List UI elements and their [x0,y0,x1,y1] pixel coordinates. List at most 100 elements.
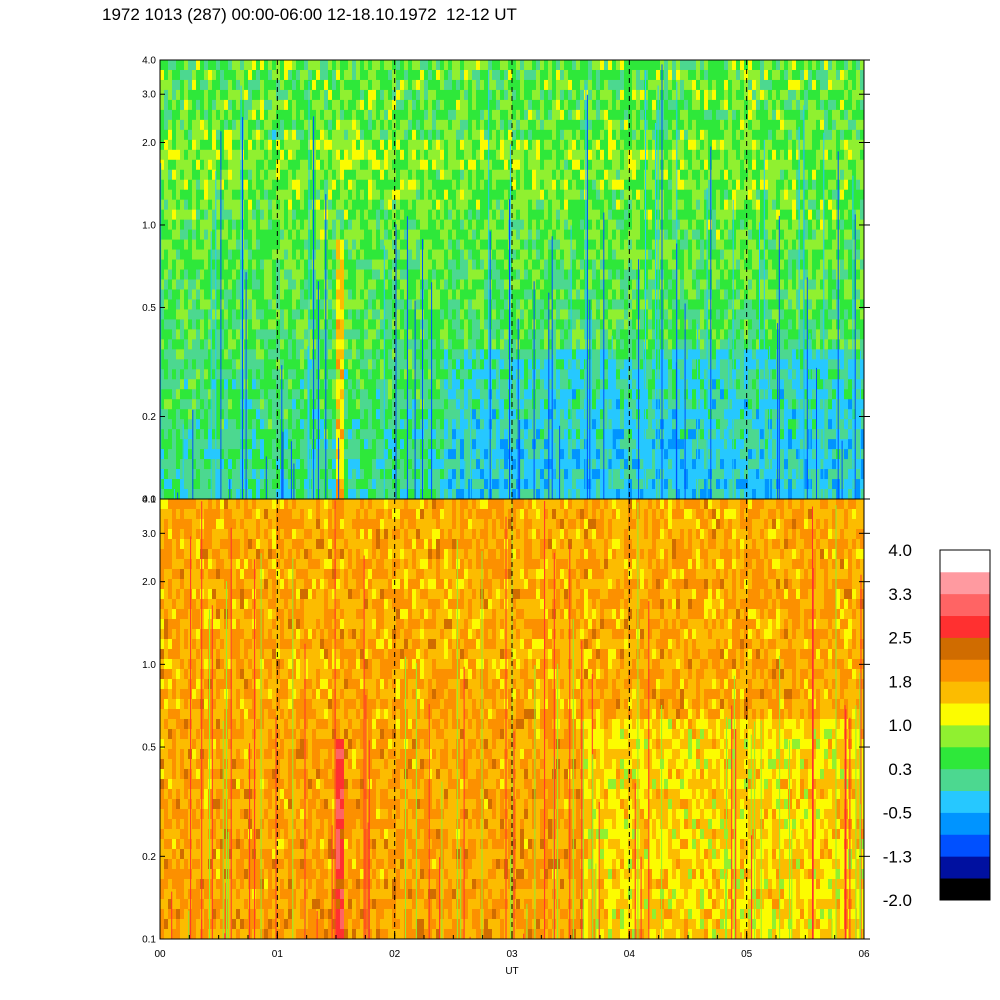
heatmap-cell [428,89,432,101]
heatmap-cell [268,189,272,201]
heatmap-cell [484,339,488,350]
heatmap-cell [372,339,376,350]
heatmap-cell [452,69,456,81]
heatmap-cell [552,89,556,101]
heatmap-cell [548,269,552,281]
heatmap-cell [252,259,256,271]
heatmap-cell [536,279,540,291]
heatmap-cell [608,169,612,181]
heatmap-cell [452,289,456,301]
heatmap-cell [468,469,472,480]
heatmap-cell [608,209,612,221]
heatmap-cell [428,389,432,400]
heatmap-cell [480,349,484,360]
heatmap-cell [308,449,312,460]
heatmap-cell [356,189,360,201]
heatmap-cell [428,219,432,231]
heatmap-cell [544,349,548,360]
heatmap-cell [548,149,552,161]
heatmap-cell [260,279,264,291]
heatmap-cell [408,419,412,430]
heatmap-cell [472,419,476,430]
heatmap-cell [572,79,576,91]
heatmap-cell [356,60,360,71]
heatmap-cell [288,129,292,141]
heatmap-cell [508,129,512,141]
heatmap-cell [180,279,184,291]
heatmap-cell [500,399,504,410]
heatmap-cell [356,389,360,400]
heatmap-cell [404,139,408,151]
heatmap-cell [216,289,220,301]
heatmap-cell [404,419,408,430]
heatmap-cell [324,169,328,181]
heatmap-cell [596,399,600,410]
heatmap-cell [172,429,176,440]
heatmap-cell [560,339,564,350]
heatmap-cell [516,79,520,91]
heatmap-cell [400,129,404,141]
heatmap-cell [528,379,532,390]
heatmap-cell [164,229,168,241]
heatmap-cell [316,149,320,161]
heatmap-cell [364,419,368,430]
heatmap-cell [464,109,468,121]
heatmap-cell [412,249,416,261]
heatmap-cell [588,279,592,291]
heatmap-cell [332,119,336,131]
heatmap-cell [604,329,608,340]
heatmap-cell [580,239,584,251]
heatmap-cell [264,409,268,420]
heatmap-cell [400,329,404,340]
heatmap-cell [568,279,572,291]
heatmap-cell [380,349,384,360]
heatmap-cell [296,359,300,370]
heatmap-cell [484,459,488,470]
heatmap-cell [500,239,504,251]
heatmap-cell [368,419,372,430]
heatmap-cell [216,429,220,440]
heatmap-cell [164,429,168,440]
heatmap-cell [208,109,212,121]
heatmap-cell [548,479,552,490]
heatmap-cell [376,459,380,470]
heatmap-cell [432,199,436,211]
heatmap-cell [556,199,560,211]
heatmap-cell [528,419,532,430]
heatmap-cell [520,349,524,360]
heatmap-cell [344,109,348,121]
heatmap-cell [596,109,600,121]
heatmap-cell [604,399,608,410]
heatmap-cell [160,169,164,181]
heatmap-cell [284,279,288,291]
heatmap-cell [552,489,556,499]
heatmap-cell [568,409,572,420]
heatmap-cell [568,399,572,410]
heatmap-cell [372,219,376,231]
heatmap-cell [460,489,464,499]
heatmap-cell [280,179,284,191]
heatmap-cell [216,179,220,191]
heatmap-cell [516,309,520,321]
heatmap-cell [424,489,428,499]
heatmap-cell [192,159,196,171]
heatmap-cell [276,199,280,211]
heatmap-cell [252,469,256,480]
heatmap-cell [412,459,416,470]
heatmap-cell [444,149,448,161]
heatmap-cell [412,449,416,460]
heatmap-cell [252,69,256,81]
heatmap-cell [316,179,320,191]
heatmap-cell [160,209,164,221]
heatmap-cell [412,149,416,161]
heatmap-cell [528,249,532,261]
heatmap-cell [244,239,248,251]
heatmap-cell [468,209,472,221]
heatmap-cell [296,149,300,161]
heatmap-cell [236,369,240,380]
heatmap-cell [568,249,572,261]
heatmap-cell [276,399,280,410]
heatmap-cell [200,289,204,301]
heatmap-cell [416,489,420,499]
heatmap-cell [180,439,184,450]
